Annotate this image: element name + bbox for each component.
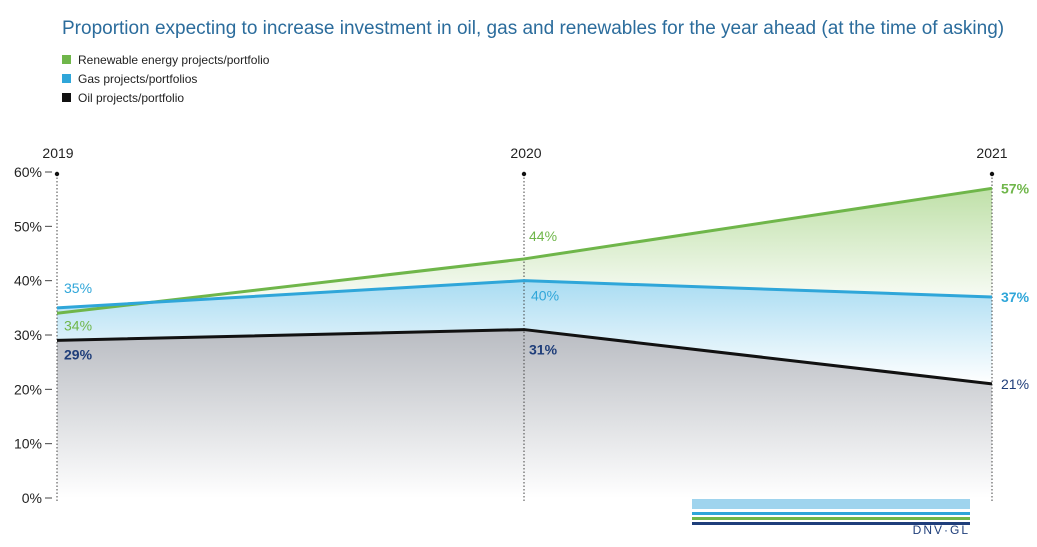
- y-tick-label-0: 0%: [22, 490, 42, 506]
- area-oil: [57, 329, 992, 498]
- data-label-oil-2019: 29%: [64, 346, 93, 362]
- legend-label-gas: Gas projects/portfolios: [78, 71, 198, 86]
- x-tick-label-2021: 2021: [976, 145, 1007, 161]
- x-tick-label-2019: 2019: [42, 145, 73, 161]
- line-gas: [56, 279, 993, 310]
- legend: Renewable energy projects/portfolio Gas …: [62, 50, 269, 107]
- logo-text: DNV·GL: [912, 523, 970, 537]
- data-label-gas-2020: 40%: [531, 288, 559, 304]
- legend-swatch-renewable: [62, 55, 71, 64]
- year-guide-dot-2021: [989, 171, 995, 177]
- y-tick-label-3: 30%: [14, 327, 42, 343]
- data-label-gas-2021: 37%: [1001, 289, 1030, 305]
- legend-item-renewable: Renewable energy projects/portfolio: [62, 50, 269, 69]
- y-tick-label-2: 20%: [14, 381, 42, 397]
- data-label-renewable-2020: 44%: [529, 228, 557, 244]
- data-label-oil-2021: 21%: [1001, 376, 1029, 392]
- legend-swatch-oil: [62, 93, 71, 102]
- area-renewable: [57, 188, 992, 314]
- line-oil: [56, 328, 993, 386]
- y-tick-label-5: 50%: [14, 218, 42, 234]
- year-guide-dot-2019: [54, 171, 60, 177]
- y-tick-label-6: 60%: [14, 164, 42, 180]
- legend-label-oil: Oil projects/portfolio: [78, 90, 185, 105]
- legend-item-oil: Oil projects/portfolio: [62, 88, 269, 107]
- data-label-renewable-2019: 34%: [64, 317, 92, 333]
- chart-title: Proportion expecting to increase investm…: [62, 18, 1005, 39]
- line-renewable: [56, 186, 993, 315]
- data-label-gas-2019: 35%: [64, 280, 92, 296]
- year-guide-dot-2020: [521, 171, 527, 177]
- data-label-oil-2020: 31%: [529, 342, 558, 358]
- legend-label-renewable: Renewable energy projects/portfolio: [78, 52, 270, 67]
- y-tick-label-4: 40%: [14, 273, 42, 289]
- dnv-gl-logo: DNV·GL: [692, 499, 970, 537]
- data-label-renewable-2021: 57%: [1001, 180, 1030, 196]
- legend-swatch-gas: [62, 74, 71, 83]
- y-tick-label-1: 10%: [14, 436, 42, 452]
- x-tick-label-2020: 2020: [510, 145, 541, 161]
- legend-item-gas: Gas projects/portfolios: [62, 69, 269, 88]
- area-gas: [57, 280, 992, 384]
